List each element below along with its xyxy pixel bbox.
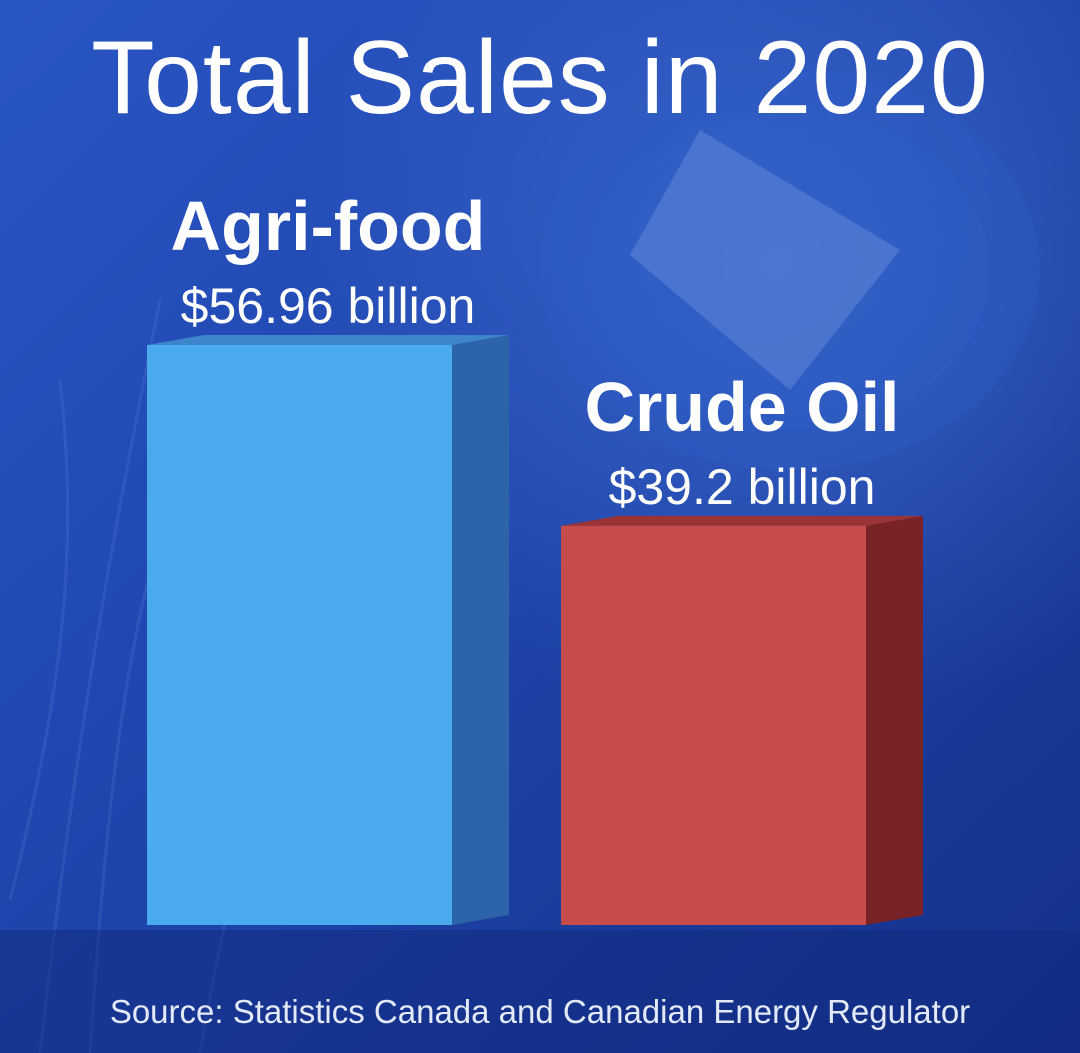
category-label-agri-food: Agri-food — [171, 187, 486, 265]
bar-agri-food-top — [147, 335, 509, 345]
bar-crude-oil-top — [561, 515, 923, 526]
value-label-crude-oil: $39.2 billion — [609, 459, 876, 515]
bar-crude-oil — [561, 525, 866, 925]
bar-agri-food-side — [452, 335, 509, 925]
bar-agri-food — [147, 345, 452, 925]
category-label-crude-oil: Crude Oil — [584, 368, 899, 446]
value-label-agri-food: $56.96 billion — [181, 278, 476, 334]
bar-crude-oil-side — [866, 515, 923, 925]
chart-title: Total Sales in 2020 — [91, 20, 989, 136]
source-note: Source: Statistics Canada and Canadian E… — [109, 993, 971, 1030]
